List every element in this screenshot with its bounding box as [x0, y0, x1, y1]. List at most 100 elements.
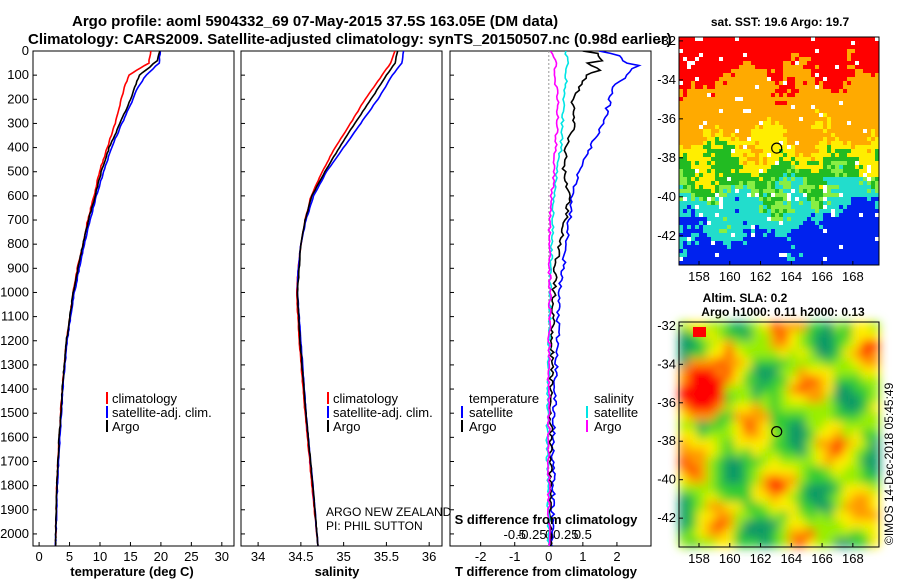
sst-cell: [823, 201, 828, 206]
sla-cell: [860, 484, 871, 494]
sst-cell: [867, 145, 872, 150]
sst-cell: [747, 181, 752, 186]
sst-cell: [739, 101, 744, 106]
sst-cell: [819, 73, 824, 78]
sst-cell: [767, 257, 772, 262]
sst-cell: [851, 157, 856, 162]
sst-cell: [783, 177, 788, 182]
sst-cell: [875, 41, 880, 46]
sla-cell: [760, 520, 771, 530]
sst-cell: [815, 41, 820, 46]
sst-cell: [787, 249, 792, 254]
sst-cell: [867, 209, 872, 214]
sst-cell: [759, 57, 764, 62]
sst-cell: [747, 69, 752, 74]
sla-cell: [860, 448, 871, 458]
sla-cell: [806, 403, 816, 413]
sst-cell: [851, 245, 856, 250]
sst-cell: [747, 41, 752, 46]
sst-cell: [703, 145, 708, 150]
sla-cell: [697, 457, 707, 467]
sla-cell: [797, 403, 807, 413]
salinity-plot-frame: [240, 50, 443, 547]
sla-cell: [751, 484, 762, 494]
sst-cell: [751, 137, 756, 142]
sst-cell: [803, 109, 808, 114]
sst-cell: [787, 225, 792, 230]
sst-cell: [727, 85, 732, 90]
sst-cell: [691, 201, 696, 206]
sst-cell: [711, 53, 716, 58]
sst-cell: [683, 241, 688, 246]
sst-cell: [683, 37, 688, 42]
sst-cell: [867, 157, 872, 162]
sst-cell: [863, 241, 868, 246]
sst-cell: [707, 145, 712, 150]
sst-cell: [751, 61, 756, 66]
sst-cell: [859, 69, 864, 74]
sst-cell: [859, 213, 864, 218]
sst-cell: [719, 149, 724, 154]
sla-cell: [779, 385, 789, 395]
sst-cell: [827, 65, 832, 70]
sst-cell: [839, 245, 844, 250]
sst-cell: [819, 161, 824, 166]
sst-cell: [799, 89, 804, 94]
sst-cell: [867, 149, 872, 154]
sst-cell: [683, 57, 688, 62]
sst-cell: [763, 121, 768, 126]
sst-cell: [743, 49, 748, 54]
sst-cell: [779, 205, 784, 210]
sst-cell: [779, 189, 784, 194]
sst-cell: [783, 113, 788, 118]
sla-cell: [733, 448, 744, 458]
sst-cell: [823, 65, 828, 70]
sst-cell: [715, 125, 720, 130]
sla-cell: [815, 511, 825, 521]
sst-cell: [791, 181, 796, 186]
sla-cell: [769, 349, 780, 359]
sst-cell: [871, 77, 876, 82]
sla-cell: [869, 529, 880, 539]
sst-cell: [875, 249, 880, 254]
sst-cell: [843, 153, 848, 158]
sst-cell: [739, 117, 744, 122]
sla-cell: [688, 502, 698, 512]
sst-cell: [811, 173, 816, 178]
sst-cell: [767, 241, 772, 246]
sst-cell: [811, 45, 816, 50]
sst-cell: [847, 65, 852, 70]
sst-cell: [759, 201, 764, 206]
sst-cell: [811, 37, 816, 42]
sst-cell: [711, 89, 716, 94]
sst-cell: [735, 129, 740, 134]
sst-cell: [859, 237, 864, 242]
sst-cell: [851, 249, 856, 254]
sst-cell: [831, 133, 836, 138]
sst-cell: [699, 81, 704, 86]
sst-cell: [735, 89, 740, 94]
sst-cell: [827, 141, 832, 146]
legend-heading-temperature: temperature: [469, 391, 539, 406]
sst-cell: [859, 189, 864, 194]
sla-cell: [751, 466, 762, 476]
sst-cell: [843, 165, 848, 170]
sla-cell: [833, 538, 844, 548]
sla-cell: [779, 475, 789, 485]
sst-cell: [727, 49, 732, 54]
sst-cell: [807, 193, 812, 198]
depth-tick-label: 0: [22, 43, 29, 58]
sst-cell: [751, 121, 756, 126]
sst-cell: [771, 85, 776, 90]
sst-cell: [787, 109, 792, 114]
sla-cell: [733, 349, 744, 359]
sst-cell: [787, 73, 792, 78]
sst-cell: [731, 201, 736, 206]
sst-cell: [735, 69, 740, 74]
sst-cell: [695, 205, 700, 210]
sst-cell: [707, 157, 712, 162]
sst-cell: [731, 65, 736, 70]
sst-cell: [695, 53, 700, 58]
sst-cell: [699, 49, 704, 54]
sst-cell: [791, 73, 796, 78]
